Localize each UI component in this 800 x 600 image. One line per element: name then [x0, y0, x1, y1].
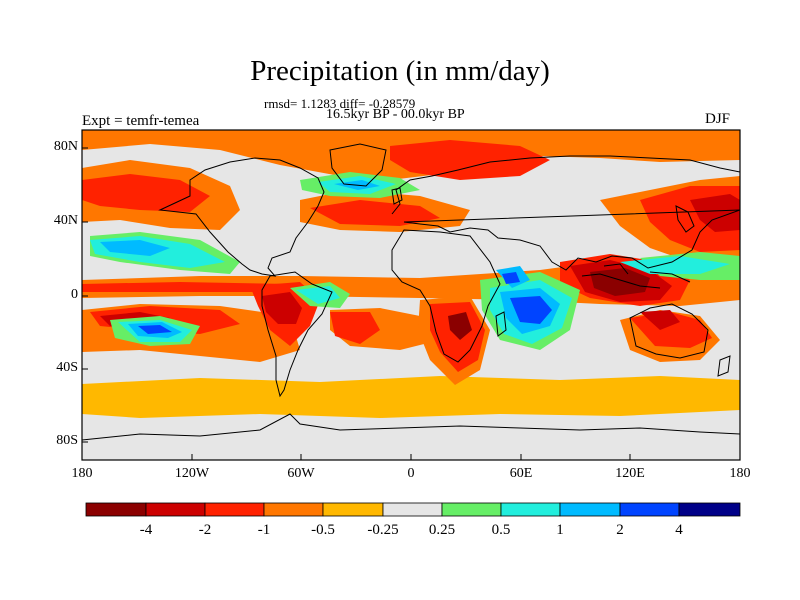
- africa-extreme-dry: [448, 312, 472, 340]
- coast-antarctica: [82, 413, 740, 441]
- colorbar-label: -1: [257, 522, 271, 538]
- lat-label-0: 0: [71, 287, 78, 302]
- kara-sea-drier: [390, 140, 550, 180]
- colorbar-label: -4: [139, 522, 153, 538]
- southern-ocean-dry-band: [82, 376, 740, 418]
- colorbar-swatch: [441, 502, 502, 517]
- colorbar-swatch: [204, 502, 265, 517]
- colorbar-swatch: [382, 502, 443, 517]
- colorbar-label: 1: [556, 522, 564, 538]
- coast-africa: [391, 229, 501, 363]
- colorbar-label: 0.5: [491, 522, 511, 538]
- coast-japan: [675, 205, 695, 233]
- east-asia-very-dry: [690, 194, 740, 232]
- map-field: [82, 130, 740, 460]
- lat-label-80n: 80N: [53, 139, 78, 154]
- lat-label-80s: 80S: [56, 433, 78, 448]
- south-atlantic-drier: [330, 312, 380, 344]
- lon-label-120e: 120E: [615, 466, 645, 481]
- coast-greenland: [329, 143, 387, 187]
- coast-australia: [629, 303, 709, 359]
- colorbar-swatch: [619, 502, 680, 517]
- atlantic-drier: [310, 200, 440, 226]
- map-title: Precipitation (in mm/day): [250, 55, 550, 87]
- lat-label-40n: 40N: [53, 213, 78, 228]
- north-pacific-wetter: [100, 240, 170, 256]
- lon-label-180e: 180: [729, 466, 751, 481]
- colorbar: [85, 502, 741, 517]
- colorbar-label: -2: [198, 522, 212, 538]
- colorbar-swatch: [559, 502, 621, 517]
- experiment-label: Expt = temfr-temea: [82, 113, 200, 129]
- colorbar-swatch: [263, 502, 324, 517]
- colorbar-swatch: [322, 502, 384, 517]
- lon-label-180w: 180: [71, 466, 93, 481]
- coast-madagascar: [495, 311, 507, 337]
- colorbar-swatch: [85, 502, 147, 517]
- south-pacific-very-wet: [138, 325, 172, 334]
- colorbar-swatch: [678, 502, 741, 517]
- lat-label-40s: 40S: [56, 360, 78, 375]
- coast-new-zealand: [717, 355, 731, 377]
- colorbar-label: 2: [616, 522, 624, 538]
- stats-label: rmsd= 1.1283 diff= -0.28579: [264, 96, 416, 111]
- lon-label-60e: 60E: [509, 466, 533, 481]
- coast-uk: [391, 187, 403, 205]
- coast-north-america: [158, 157, 325, 277]
- colorbar-label: 0.25: [428, 522, 456, 538]
- lon-label-120w: 120W: [174, 466, 210, 481]
- colorbar-label: 4: [675, 522, 683, 538]
- amazon-very-dry: [262, 292, 302, 324]
- indian-ocean-very-wet: [510, 296, 552, 324]
- east-africa-very-wet: [502, 272, 520, 284]
- lon-label-60w: 60W: [287, 466, 315, 481]
- axis-ticks: [81, 147, 741, 460]
- colorbar-label: -0.25: [367, 522, 399, 538]
- coast-indonesia: [581, 263, 691, 289]
- lon-label-0: 0: [407, 466, 415, 481]
- coast-south-america: [261, 271, 333, 398]
- tropical-pacific-wet: [620, 256, 730, 274]
- north-pacific-drier: [82, 174, 210, 212]
- season-label: DJF: [705, 111, 731, 127]
- equatorial-pacific-drier: [82, 282, 290, 292]
- coastlines: [82, 143, 740, 441]
- colorbar-swatch: [500, 502, 561, 517]
- colorbar-label: -0.5: [311, 522, 335, 538]
- sw-australia-very-dry: [640, 310, 680, 330]
- colorbar-swatch: [145, 502, 206, 517]
- period-label: 16.5kyr BP - 00.0kyr BP: [326, 107, 465, 122]
